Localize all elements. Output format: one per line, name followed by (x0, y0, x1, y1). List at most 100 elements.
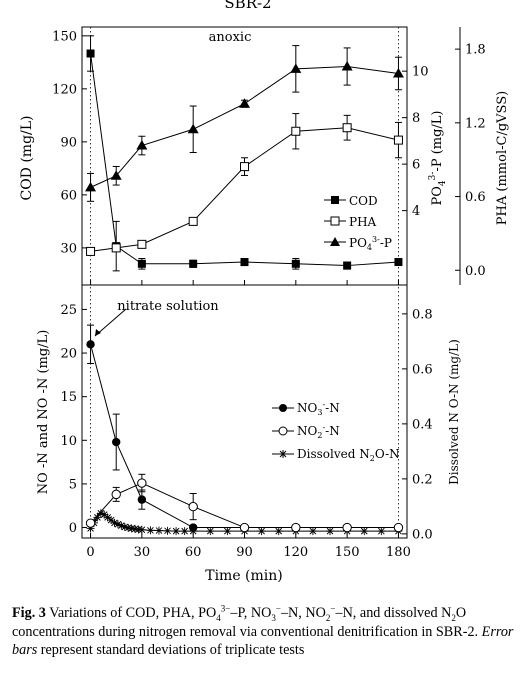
caption-po4-sup: 3− (220, 603, 231, 614)
series-po4 (85, 45, 404, 202)
no2-point-15 (111, 489, 121, 500)
pha-axis-tick-label-0.0: 0.0 (465, 264, 486, 279)
n2o-point-40 (154, 526, 163, 535)
po4-line (90, 66, 399, 188)
n2o-point-45 (163, 526, 172, 535)
no2-point-150 (342, 522, 352, 533)
figure-caption: Fig. 3 Variations of COD, PHA, PO43−–P, … (12, 604, 520, 660)
caption-text-1: Variations of COD, PHA, PO (49, 605, 217, 621)
n2o-point-80 (223, 527, 232, 536)
po4-point-15 (110, 170, 122, 180)
caption-po4-sub: 4 (216, 612, 221, 623)
n2o-point-18 (117, 521, 126, 530)
n2o-point-110 (274, 527, 283, 536)
x-axis-tick-label-30: 30 (134, 545, 151, 560)
po4-point-90 (239, 98, 250, 108)
n2o-axis-label-text: Dissolved N O-N (mg/L) (447, 339, 461, 485)
x-axis-tick-label-90: 90 (236, 545, 253, 560)
n2o-point-170 (377, 527, 386, 536)
n2o-axis-tick-label-0.6: 0.6 (412, 362, 433, 377)
pha-point-30 (137, 239, 147, 249)
n2o-point-140 (326, 527, 335, 536)
legend-no2-sub: 2 (317, 431, 322, 440)
cod-point-150 (343, 261, 352, 270)
legend-no2-rest: -N (325, 424, 340, 438)
po4-axis-label-sub: 4 (438, 180, 448, 186)
cod-axis-label: COD (mg/L) (19, 115, 35, 200)
legend-pha-marker (330, 216, 340, 226)
no2-point-30 (137, 478, 147, 488)
legend-po4-base: PO (349, 236, 367, 250)
pha-point-15 (111, 243, 121, 253)
n2o-axis-tick-label-0.4: 0.4 (412, 417, 433, 432)
cod-axis-tick-label-150: 150 (52, 29, 77, 44)
po4-axis-tick-label-10: 10 (412, 65, 429, 80)
po4-point-150 (341, 61, 353, 71)
n2o-point-70 (206, 527, 215, 536)
po4-axis-tick-label-6: 6 (412, 158, 420, 173)
n2o-point-50 (172, 527, 181, 536)
nitrogen-axis-tick-label-25: 25 (60, 303, 77, 318)
legend-no2-sup: - (322, 423, 325, 432)
pha-point-150 (342, 123, 352, 133)
n2o-point-4 (93, 513, 102, 522)
cod-point-120 (291, 259, 300, 268)
pha-point-0 (86, 246, 96, 256)
po4-point-30 (136, 140, 148, 150)
po4-axis-label-base: PO (430, 186, 445, 205)
cod-point-60 (189, 259, 198, 268)
nitrogen-axis-tick-label-20: 20 (60, 347, 77, 362)
legend-cod-text: COD (349, 194, 378, 208)
no2-point-90 (239, 522, 250, 533)
nitrogen-axis-tick-label-10: 10 (60, 434, 77, 449)
po4-point-180 (392, 67, 404, 78)
series-pha (86, 113, 403, 256)
pha-point-180 (393, 135, 403, 145)
nitrogen-axis-tick-label-0: 0 (69, 521, 77, 536)
anoxic-label: anoxic (209, 30, 252, 45)
legend-no2-text: NO2--N (297, 423, 340, 440)
legend-no3-sup: - (322, 400, 325, 409)
x-axis-tick-label-180: 180 (386, 545, 411, 560)
caption-label: Fig. 3 (12, 605, 46, 621)
no3-line (90, 344, 399, 529)
legend-po4-rest: -P (380, 236, 392, 250)
legend-no3-base: NO (297, 401, 318, 415)
legend-n2o-sub: 2 (370, 454, 375, 463)
no3-point-15 (112, 437, 121, 447)
bottom-plot-frame (81, 284, 408, 539)
caption-no2-sub: 2 (325, 612, 331, 623)
pha-point-60 (188, 216, 198, 226)
series-no2 (85, 473, 404, 533)
no2-point-60 (188, 501, 198, 512)
cod-axis-tick-label-60: 60 (60, 188, 77, 203)
bottom-legend: NO3--N NO2--N Dissolved N2O-N (272, 400, 400, 463)
cod-axis-tick-label-30: 30 (60, 241, 77, 256)
pha-axis-tick-label-0.6: 0.6 (465, 190, 486, 205)
legend-pha-text: PHA (349, 215, 377, 229)
cod-axis-tick-label-90: 90 (60, 135, 77, 150)
no2-point-0 (85, 518, 96, 528)
n2o-point-16 (113, 520, 122, 529)
pha-axis-label: PHA (mmol-C/gVSS) (495, 91, 510, 225)
n2o-axis-label: Dissolved N O-N (mg/L) (447, 339, 461, 485)
nitrogen-axis-tick-label-15: 15 (60, 390, 77, 405)
n2o-point-130 (308, 527, 317, 536)
n2o-point-14 (110, 518, 119, 527)
x-axis-tick-label-0: 0 (86, 545, 94, 560)
n2o-axis-tick-label-0.2: 0.2 (412, 472, 433, 487)
no3-point-30 (137, 495, 147, 504)
pha-axis-tick-label-1.2: 1.2 (465, 116, 486, 131)
no3-point-0 (86, 340, 95, 349)
caption-text-4: –N, and dissolved N (335, 605, 452, 621)
series-no3 (86, 324, 403, 532)
x-axis-tick-label-150: 150 (335, 545, 360, 560)
n2o-point-160 (360, 527, 369, 536)
legend-no3-sub: 3 (317, 408, 322, 417)
top-legend: COD PHA PO43--P (324, 194, 392, 252)
no2-point-180 (393, 522, 404, 533)
nitrogen-axis-label: NO -N and NO -N (mg/L) (36, 330, 51, 495)
po4-point-120 (290, 63, 302, 73)
x-axis-tick-label-120: 120 (283, 545, 308, 560)
legend-n2o-text: Dissolved N2O-N (297, 447, 400, 463)
